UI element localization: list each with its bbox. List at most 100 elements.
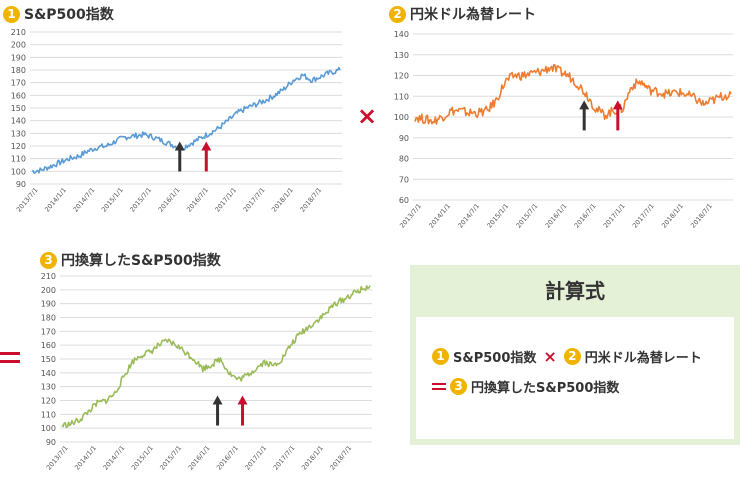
x-tick-label: 2015/7/1	[158, 444, 183, 472]
y-tick-label: 170	[11, 79, 26, 88]
formula-term-sp500: S&P500指数	[453, 351, 537, 366]
y-tick-label: 120	[394, 72, 409, 81]
formula-term-result: 円換算したS&P500指数	[471, 381, 620, 396]
formula-box: 計算式 1 S&P500指数 × 2 円米ドル為替レート 3 円換算したS&P5…	[410, 265, 740, 445]
x-tick-label: 2014/1/1	[427, 202, 452, 230]
x-tick-label: 2016/1/1	[187, 444, 212, 472]
y-tick-label: 130	[41, 383, 56, 392]
x-tick-label: 2014/7/1	[456, 202, 481, 230]
badge-1: 1	[3, 5, 20, 23]
x-tick-label: 2014/1/1	[43, 186, 68, 214]
y-tick-label: 90	[46, 438, 56, 447]
y-tick-label: 60	[399, 196, 409, 205]
x-tick-label: 2016/1/1	[157, 186, 182, 214]
y-tick-label: 190	[11, 53, 26, 62]
y-tick-label: 100	[11, 167, 26, 176]
x-tick-label: 2017/7/1	[272, 444, 297, 472]
y-tick-label: 90	[16, 180, 26, 189]
x-tick-label: 2016/7/1	[215, 444, 240, 472]
x-tick-label: 2017/1/1	[243, 444, 268, 472]
y-tick-label: 140	[41, 369, 56, 378]
y-tick-label: 170	[41, 327, 56, 336]
y-tick-label: 210	[41, 272, 56, 281]
y-tick-label: 140	[394, 30, 409, 39]
x-tick-label: 2016/7/1	[573, 202, 598, 230]
black-arrow	[579, 100, 590, 131]
x-tick-label: 2018/1/1	[300, 444, 325, 472]
x-tick-label: 2013/7/1	[45, 444, 70, 472]
y-tick-label: 160	[41, 341, 56, 350]
x-tick-label: 2018/1/1	[270, 186, 295, 214]
y-tick-label: 120	[41, 397, 56, 406]
panel3-title-text: 円換算したS&P500指数	[61, 253, 221, 269]
formula-multiply: ×	[543, 347, 557, 366]
y-tick-label: 110	[394, 92, 409, 101]
formula-term-fx: 円米ドル為替レート	[584, 351, 702, 366]
y-tick-label: 150	[41, 355, 56, 364]
red-arrow	[612, 100, 623, 131]
y-tick-label: 200	[41, 286, 56, 295]
x-tick-label: 2015/7/1	[515, 202, 540, 230]
panel3-title: 3 円換算したS&P500指数	[40, 250, 221, 270]
y-tick-label: 180	[41, 314, 56, 323]
formula-badge-3: 3	[450, 378, 467, 395]
formula-badge-2: 2	[563, 348, 581, 365]
y-tick-label: 100	[394, 113, 409, 122]
series-line	[61, 285, 371, 429]
jpy-sp500-chart: 90 100 110 120 130 140 150 160 170 180 190 200 210 20…	[41, 272, 372, 472]
y-tick-label: 200	[11, 41, 26, 50]
y-tick-label: 110	[11, 155, 26, 164]
x-tick-label: 2014/7/1	[102, 444, 127, 472]
x-tick-label: 2015/1/1	[485, 202, 510, 230]
x-tick-label: 2013/7/1	[15, 186, 40, 214]
formula-equals	[432, 380, 446, 393]
panel1-title-text: S&P500指数	[24, 7, 114, 23]
x-tick-label: 2017/1/1	[213, 186, 238, 214]
y-tick-label: 160	[11, 91, 26, 100]
x-tick-label: 2015/1/1	[130, 444, 155, 472]
panel2-title: 2 円米ドル為替レート	[389, 4, 536, 24]
y-tick-label: 90	[399, 134, 409, 143]
y-tick-label: 210	[11, 28, 26, 37]
formula-body: 1 S&P500指数 × 2 円米ドル為替レート 3 円換算したS&P500指数	[416, 317, 734, 439]
red-arrow	[201, 141, 212, 172]
x-tick-label: 2017/7/1	[242, 186, 267, 214]
y-tick-label: 140	[11, 117, 26, 126]
x-tick-label: 2018/7/1	[328, 444, 353, 472]
x-tick-label: 2018/1/1	[660, 202, 685, 230]
panel1-title: 1 S&P500指数	[3, 4, 114, 24]
black-arrow	[212, 395, 223, 426]
y-tick-label: 110	[41, 410, 56, 419]
badge-2: 2	[389, 5, 406, 23]
red-arrow	[237, 395, 248, 426]
series-line	[31, 66, 341, 174]
series-line	[414, 63, 732, 125]
y-tick-label: 130	[11, 129, 26, 138]
y-tick-label: 190	[41, 300, 56, 309]
formula-badge-1: 1	[432, 348, 449, 365]
y-tick-label: 80	[399, 155, 409, 164]
y-tick-label: 130	[394, 51, 409, 60]
x-tick-label: 2015/7/1	[128, 186, 153, 214]
x-tick-label: 2017/1/1	[602, 202, 627, 230]
y-tick-label: 180	[11, 66, 26, 75]
x-tick-label: 2018/7/1	[298, 186, 323, 214]
x-tick-label: 2014/7/1	[72, 186, 97, 214]
x-tick-label: 2013/7/1	[398, 202, 423, 230]
x-tick-label: 2016/7/1	[185, 186, 210, 214]
formula-line-1: 1 S&P500指数 × 2 円米ドル為替レート	[432, 347, 702, 366]
multiply-operator: ×	[357, 102, 378, 130]
formula-line-2: 3 円換算したS&P500指数	[432, 377, 619, 396]
y-tick-label: 100	[41, 424, 56, 433]
badge-3: 3	[40, 251, 57, 269]
y-tick-label: 150	[11, 104, 26, 113]
y-tick-label: 120	[11, 142, 26, 151]
sp500-chart: 90 100 110 120 130 140 150 160 170 180 190 200 210 20…	[11, 28, 342, 214]
equals-operator	[0, 352, 20, 366]
panel2-title-text: 円米ドル為替レート	[410, 7, 536, 23]
x-tick-label: 2018/7/1	[689, 202, 714, 230]
formula-heading: 計算式	[545, 279, 605, 303]
x-tick-label: 2017/7/1	[631, 202, 656, 230]
x-tick-label: 2014/1/1	[73, 444, 98, 472]
